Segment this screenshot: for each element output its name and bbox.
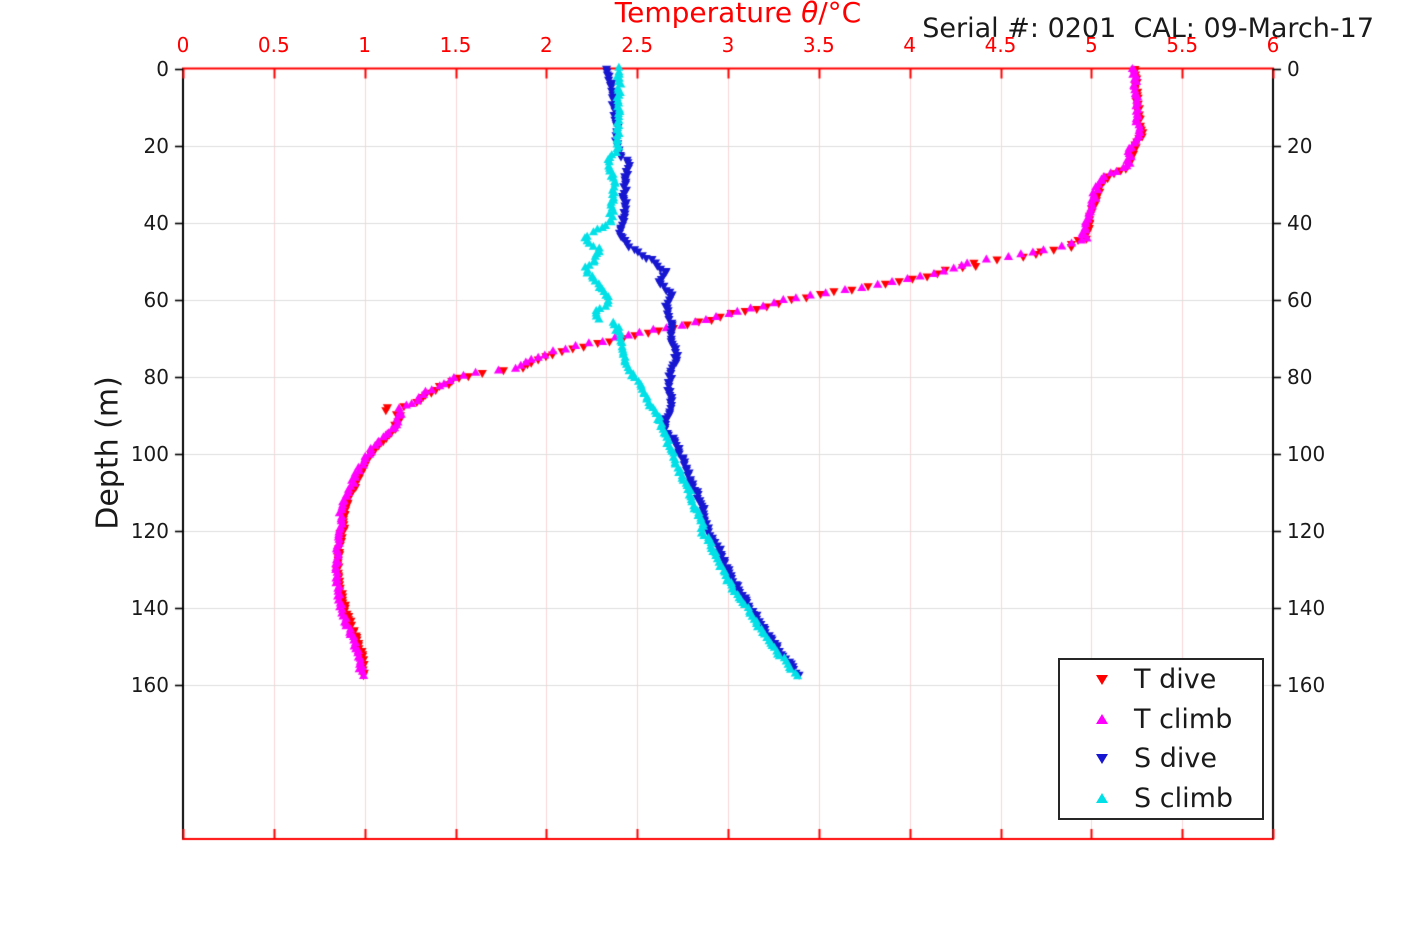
x-tick-label: 1.5 (439, 33, 472, 57)
x-tick-label: 0.5 (257, 33, 290, 57)
y-tick-label: 120 (1287, 518, 1326, 543)
triangle-down-icon (1096, 674, 1108, 685)
x-tick-label: 5 (1084, 33, 1098, 57)
x-tick-label: 2 (539, 33, 553, 57)
y-tick-label: 140 (130, 595, 169, 620)
title-suffix: /°C (818, 0, 862, 29)
y-tick-label: 160 (1287, 672, 1326, 697)
x-tick-label: 5.5 (1166, 33, 1199, 57)
legend-label: T dive (1134, 664, 1217, 696)
y-tick-label: 80 (143, 364, 169, 389)
x-tick-label: 2.5 (621, 33, 654, 57)
legend-label: S dive (1134, 743, 1217, 775)
y-tick-label: 40 (1287, 210, 1313, 235)
y-tick-label: 40 (143, 210, 169, 235)
legend-entry: S dive (1060, 739, 1262, 778)
serial-cal-annotation: Serial #: 0201 CAL: 09-March-17 (922, 13, 1374, 44)
y-tick-label: 120 (130, 518, 169, 543)
legend-entry: T climb (1060, 700, 1262, 739)
triangle-down-icon (1096, 753, 1108, 764)
legend-entry: S climb (1060, 779, 1262, 818)
y-tick-label: 100 (1287, 441, 1326, 466)
y-tick-label: 140 (1287, 595, 1326, 620)
title-theta-symbol: θ (801, 0, 819, 29)
y-tick-label: 0 (1287, 56, 1300, 81)
x-tick-label: 6 (1266, 33, 1280, 57)
legend-label: S climb (1134, 782, 1234, 814)
y-tick-label: 20 (1287, 133, 1313, 158)
chart-title: Temperature θ/°C (478, 0, 998, 29)
x-tick-label: 3 (721, 33, 735, 57)
legend-box: T dive T climb S dive S climb (1058, 658, 1264, 820)
triangle-up-icon (1096, 793, 1108, 804)
x-tick-label: 0 (176, 33, 190, 57)
y-axis-label: Depth (m) (90, 376, 126, 530)
y-tick-label: 80 (1287, 364, 1313, 389)
x-tick-label: 1 (358, 33, 372, 57)
y-tick-label: 0 (156, 56, 169, 81)
y-tick-label: 60 (1287, 287, 1313, 312)
triangle-up-icon (1096, 714, 1108, 725)
legend-entry: T dive (1060, 660, 1262, 699)
x-tick-label: 4.5 (984, 33, 1017, 57)
x-tick-label: 3.5 (802, 33, 835, 57)
title-prefix: Temperature (614, 0, 802, 29)
y-tick-label: 20 (143, 133, 169, 158)
y-tick-label: 60 (143, 287, 169, 312)
y-tick-label: 100 (130, 441, 169, 466)
x-tick-label: 4 (903, 33, 917, 57)
legend-label: T climb (1134, 703, 1233, 735)
y-tick-label: 160 (130, 672, 169, 697)
